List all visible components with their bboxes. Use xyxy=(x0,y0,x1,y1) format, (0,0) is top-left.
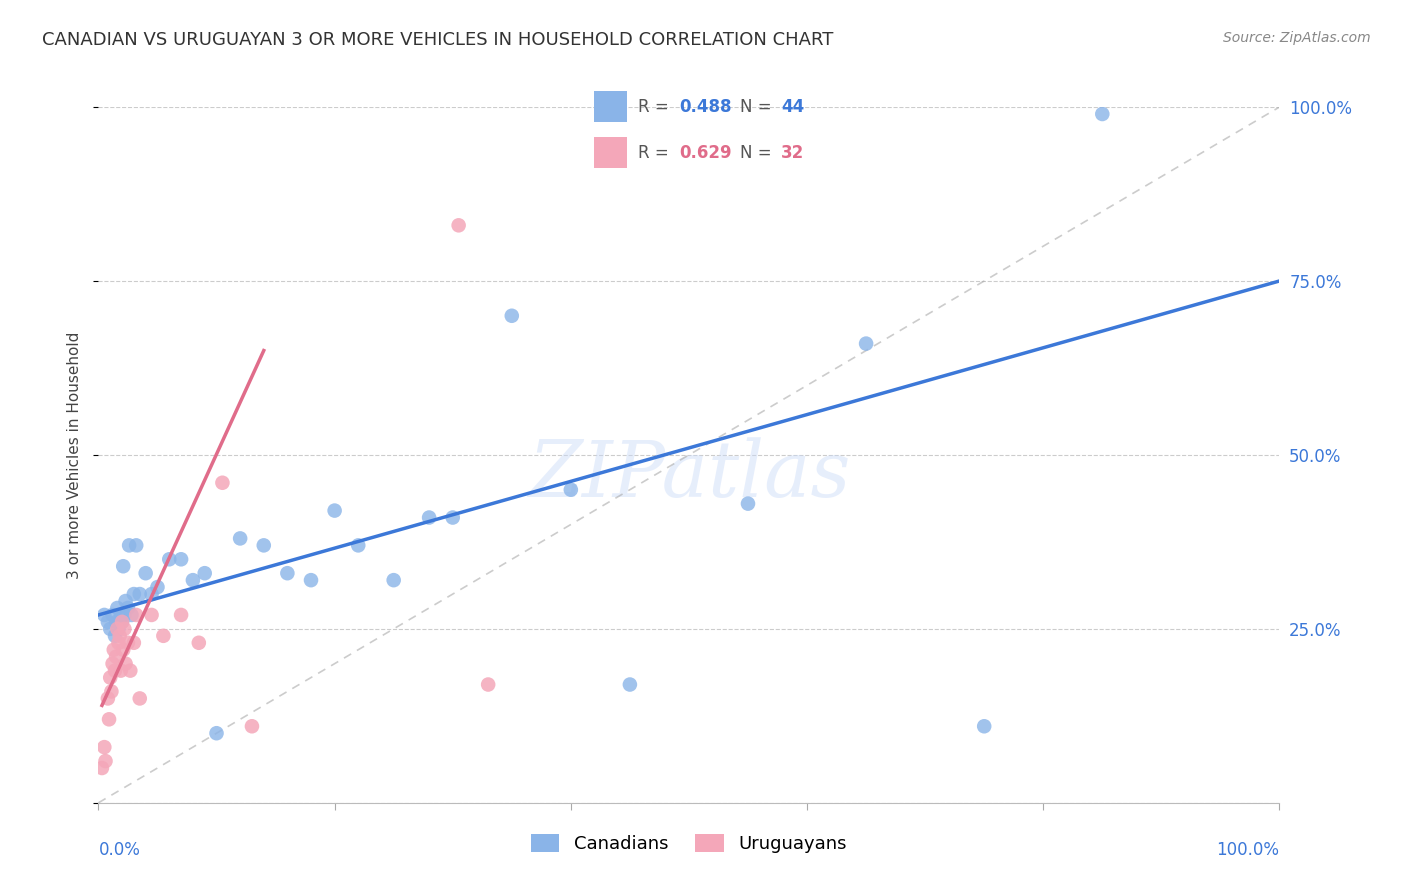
Text: 44: 44 xyxy=(780,97,804,116)
Point xyxy=(101,607,124,622)
Point xyxy=(276,566,298,581)
Point xyxy=(141,587,163,601)
Text: ZIPatlas: ZIPatlas xyxy=(527,438,851,514)
Text: R =: R = xyxy=(638,97,675,116)
Point xyxy=(105,615,128,629)
Text: R =: R = xyxy=(638,144,675,161)
Point xyxy=(112,642,135,657)
Point xyxy=(104,629,127,643)
Point xyxy=(103,642,125,657)
Text: Source: ZipAtlas.com: Source: ZipAtlas.com xyxy=(1223,31,1371,45)
Point xyxy=(112,559,135,574)
FancyBboxPatch shape xyxy=(595,137,627,168)
Point xyxy=(122,636,145,650)
Point xyxy=(125,607,148,622)
Point xyxy=(441,510,464,524)
Point xyxy=(170,607,193,622)
Text: 0.0%: 0.0% xyxy=(98,841,141,859)
Point xyxy=(111,615,134,629)
Point xyxy=(94,754,117,768)
Point xyxy=(97,615,120,629)
Point xyxy=(194,566,217,581)
Point xyxy=(187,636,209,650)
Point xyxy=(152,629,174,643)
Point xyxy=(91,761,114,775)
Point xyxy=(477,677,499,691)
Text: 0.629: 0.629 xyxy=(679,144,733,161)
FancyBboxPatch shape xyxy=(595,91,627,122)
Point xyxy=(105,601,128,615)
Point xyxy=(118,538,141,552)
Point xyxy=(146,580,169,594)
Text: CANADIAN VS URUGUAYAN 3 OR MORE VEHICLES IN HOUSEHOLD CORRELATION CHART: CANADIAN VS URUGUAYAN 3 OR MORE VEHICLES… xyxy=(42,31,834,49)
Text: 100.0%: 100.0% xyxy=(1216,841,1279,859)
Point xyxy=(105,649,128,664)
Point xyxy=(98,622,121,636)
Point xyxy=(125,538,148,552)
Text: 0.488: 0.488 xyxy=(679,97,733,116)
Point xyxy=(181,573,204,587)
Point xyxy=(120,664,142,678)
Point xyxy=(229,532,252,546)
Point xyxy=(117,601,139,615)
Point xyxy=(110,607,132,622)
Point xyxy=(347,538,370,552)
Y-axis label: 3 or more Vehicles in Household: 3 or more Vehicles in Household xyxy=(67,331,83,579)
Point xyxy=(114,594,136,608)
Point xyxy=(121,607,143,622)
Point xyxy=(97,691,120,706)
Point xyxy=(501,309,523,323)
Point xyxy=(973,719,995,733)
Point xyxy=(128,587,150,601)
Point xyxy=(104,664,127,678)
Point xyxy=(107,622,129,636)
Point xyxy=(112,607,135,622)
Point xyxy=(205,726,228,740)
Point xyxy=(141,607,163,622)
Point xyxy=(211,475,233,490)
Legend: Canadians, Uruguayans: Canadians, Uruguayans xyxy=(530,833,848,853)
Point xyxy=(111,615,134,629)
Point xyxy=(170,552,193,566)
Point xyxy=(157,552,180,566)
Point xyxy=(107,636,129,650)
Point xyxy=(108,615,131,629)
Point xyxy=(135,566,157,581)
Point xyxy=(93,740,115,755)
Point xyxy=(323,503,346,517)
Point xyxy=(447,219,470,233)
Point xyxy=(100,684,122,698)
Point xyxy=(299,573,322,587)
Text: N =: N = xyxy=(740,144,776,161)
Point xyxy=(101,657,124,671)
Point xyxy=(112,622,135,636)
Point xyxy=(560,483,582,497)
Point xyxy=(619,677,641,691)
Point xyxy=(117,636,139,650)
Point xyxy=(240,719,263,733)
Point xyxy=(98,712,121,726)
Text: 32: 32 xyxy=(780,144,804,161)
Point xyxy=(122,587,145,601)
Point xyxy=(93,607,115,622)
Point xyxy=(253,538,276,552)
Point xyxy=(98,671,121,685)
Point xyxy=(382,573,405,587)
Text: N =: N = xyxy=(740,97,776,116)
Point xyxy=(108,629,131,643)
Point xyxy=(737,497,759,511)
Point xyxy=(1091,107,1114,121)
Point xyxy=(418,510,440,524)
Point xyxy=(128,691,150,706)
Point xyxy=(105,622,128,636)
Point xyxy=(114,657,136,671)
Point xyxy=(855,336,877,351)
Point xyxy=(110,664,132,678)
